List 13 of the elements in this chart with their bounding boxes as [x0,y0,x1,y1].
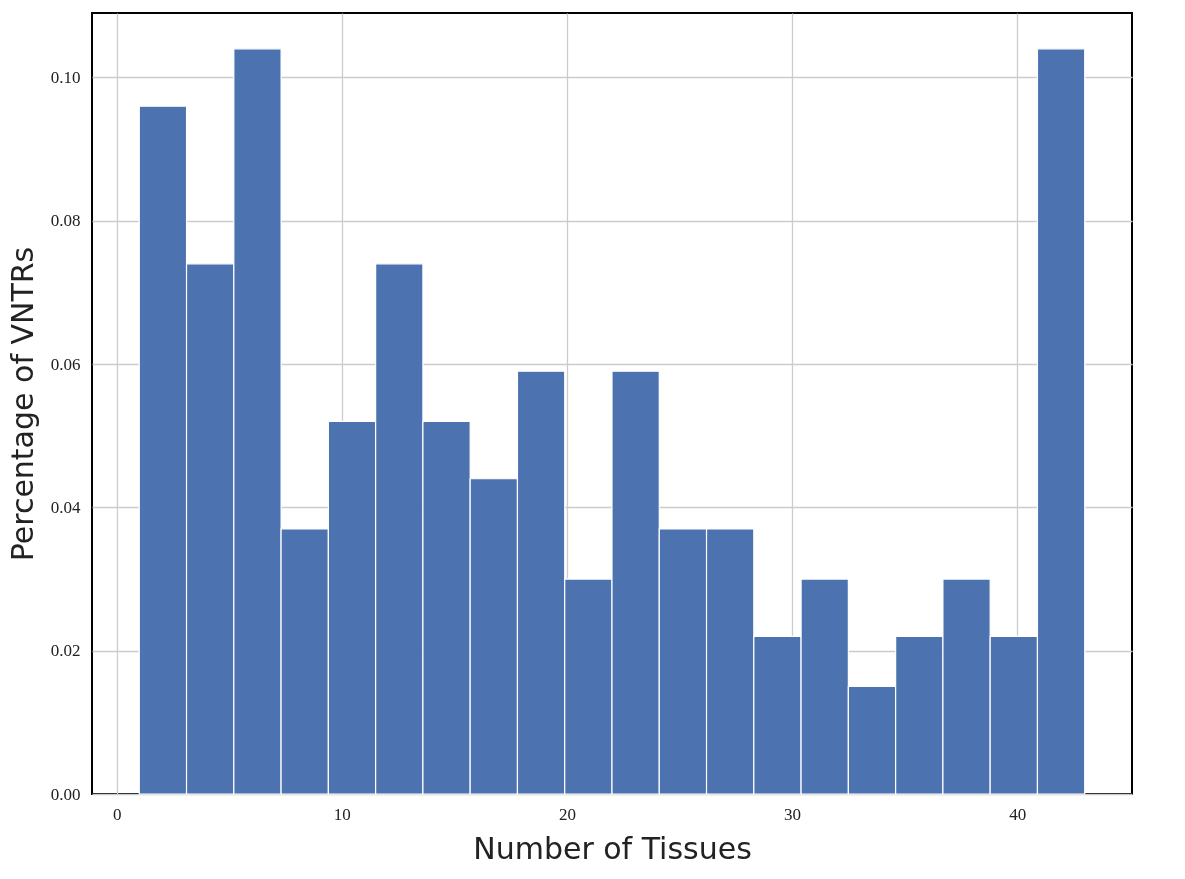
y-axis-title: Percentage of VNTRs [4,246,40,562]
y-tick-label: 0.00 [50,784,81,804]
y-tick-label: 0.10 [50,67,81,87]
x-axis-title: Number of Tissues [473,830,752,866]
x-tick-label: 20 [558,804,576,824]
x-tick-label: 10 [333,804,351,824]
y-tick-label: 0.04 [50,497,81,517]
x-tick-label: 40 [1009,804,1027,824]
x-tick-label: 0 [113,804,122,824]
y-tick-label: 0.06 [50,354,81,374]
x-tick-label: 30 [784,804,802,824]
y-tick-label: 0.02 [50,641,81,661]
y-tick-label: 0.08 [50,211,81,231]
